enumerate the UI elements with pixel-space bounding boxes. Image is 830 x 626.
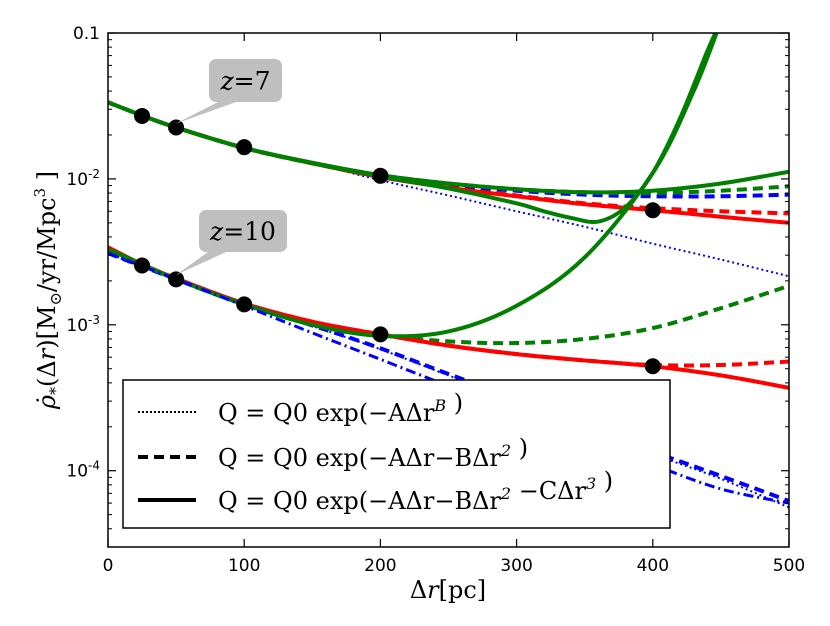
data-point-z10-3 bbox=[372, 326, 389, 343]
legend-label-0: Q = Q0 exp(−AΔrB ) bbox=[218, 389, 463, 427]
points-layer bbox=[134, 107, 661, 375]
legend: Q = Q0 exp(−AΔrB ) Q = Q0 exp(−AΔr−BΔr2 )… bbox=[122, 379, 671, 529]
data-point-z7-2 bbox=[236, 139, 253, 156]
y-tick-label-2: 10-2 bbox=[66, 167, 100, 190]
data-point-z7-4 bbox=[644, 202, 661, 219]
data-point-z7-1 bbox=[168, 119, 185, 136]
axes-layer bbox=[107, 32, 790, 548]
x-tick-label-2: 200 bbox=[364, 556, 396, 576]
x-tick-label-3: 300 bbox=[500, 556, 532, 576]
y-axis-label: ρ̇*(Δr)[M⊙/yr/Mpc3 ] bbox=[31, 171, 65, 410]
data-point-z7-3 bbox=[372, 167, 389, 184]
y-tick-label-0: 10-4 bbox=[66, 459, 100, 482]
data-point-z10-1 bbox=[168, 271, 185, 288]
series-line-10 bbox=[108, 251, 789, 503]
x-tick-label-1: 100 bbox=[228, 556, 260, 576]
data-point-z10-2 bbox=[236, 296, 253, 313]
y-tick-label-3: 0.1 bbox=[73, 24, 100, 44]
annotation-pointer bbox=[176, 252, 226, 275]
annotation-box bbox=[199, 210, 287, 252]
annotation-box bbox=[209, 59, 282, 102]
data-point-z10-0 bbox=[134, 257, 151, 274]
x-tick-label-4: 400 bbox=[637, 556, 669, 576]
data-point-z10-4 bbox=[644, 358, 661, 375]
data-point-z7-0 bbox=[134, 107, 151, 124]
series-line-0 bbox=[108, 101, 789, 278]
annotations-layer: z=7 z=10 bbox=[175, 59, 287, 275]
annotation-0: z=7 bbox=[175, 59, 282, 124]
legend-box bbox=[122, 379, 671, 529]
y-tick-label-1: 10-3 bbox=[66, 313, 100, 336]
ticks-layer: 0 100 200 300 400 500 10-4 10-3 10-2 0.1 bbox=[66, 24, 805, 576]
legend-label-1: Q = Q0 exp(−AΔr−BΔr2 ) bbox=[218, 434, 528, 472]
x-tick-label-5: 500 bbox=[773, 556, 805, 576]
annotation-text: z=10 bbox=[209, 217, 276, 246]
plot-frame bbox=[107, 32, 790, 548]
annotation-pointer bbox=[175, 102, 236, 124]
x-tick-label-0: 0 bbox=[103, 556, 114, 576]
annotation-text: z=7 bbox=[219, 67, 270, 96]
legend-label-2: Q = Q0 exp(−AΔr−BΔr2 −CΔr3 ) bbox=[218, 467, 613, 515]
annotation-1: z=10 bbox=[176, 210, 287, 275]
x-axis-label: Δr[pc] bbox=[410, 576, 486, 604]
